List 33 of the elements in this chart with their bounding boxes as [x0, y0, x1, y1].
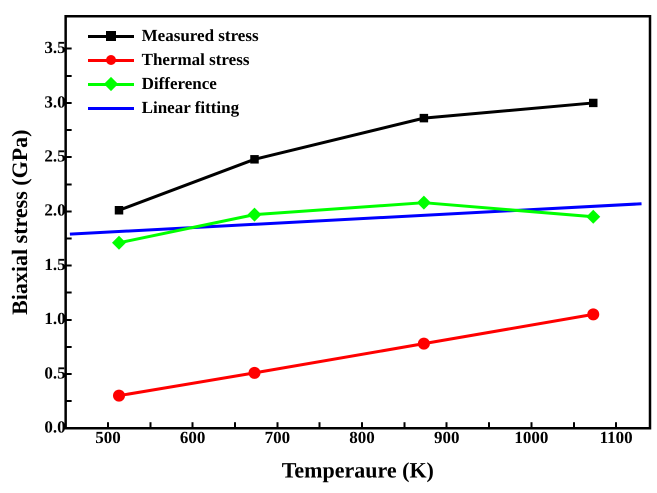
legend-label: Linear fitting — [142, 97, 240, 120]
y-axis-title: Biaxial stress (GPa) — [6, 130, 32, 315]
x-tick-label: 900 — [434, 428, 460, 447]
y-tick-label: 2.0 — [44, 200, 66, 220]
point — [114, 206, 124, 215]
x-tick-label: 1100 — [600, 428, 633, 447]
y-tick-label: 0.5 — [44, 363, 66, 382]
x-tick-label: 1000 — [514, 428, 548, 447]
legend-label: Difference — [142, 73, 217, 96]
x-tick-label: 700 — [264, 428, 290, 447]
point — [418, 338, 430, 350]
point — [587, 308, 600, 320]
point — [248, 208, 262, 222]
point — [112, 236, 126, 250]
y-tick-label: 3.0 — [44, 92, 66, 112]
y-tick-label: 0.0 — [44, 418, 66, 437]
x-tick-label: 500 — [95, 428, 121, 447]
x-axis-title: Temperaure (K) — [282, 457, 434, 482]
point — [589, 98, 598, 108]
y-tick-label: 2.5 — [44, 146, 66, 166]
point — [416, 196, 431, 210]
x-tick-label: 600 — [180, 428, 206, 447]
y-tick-label: 1.5 — [44, 254, 66, 274]
y-tick-label: 3.5 — [44, 38, 66, 58]
point — [248, 366, 261, 379]
x-tick-label: 800 — [349, 428, 375, 447]
point — [586, 210, 600, 224]
point — [250, 155, 259, 164]
y-tick-label: 1.0 — [44, 309, 66, 328]
legend-label: Thermal stress — [142, 49, 250, 72]
point — [420, 114, 428, 122]
point — [113, 390, 126, 402]
legend-label: Measured stress — [142, 25, 259, 48]
